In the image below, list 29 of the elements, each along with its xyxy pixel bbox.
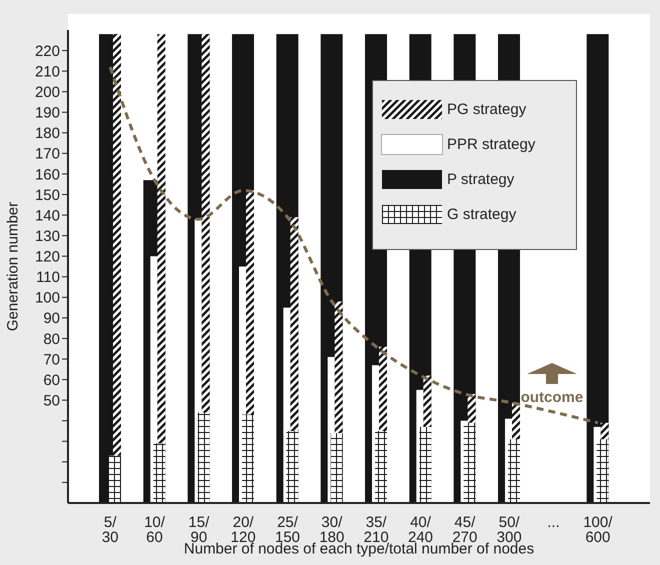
y-tick-label: 50 <box>43 392 60 410</box>
y-tick-label: 210 <box>34 63 60 80</box>
y-tick-label: 140 <box>34 207 60 224</box>
x-tick-label: 10/60 <box>144 514 166 546</box>
legend-label: PG strategy <box>447 101 526 118</box>
x-tick-label: ... <box>547 514 560 531</box>
x-tick-label: 30/180 <box>319 514 344 546</box>
x-tick-label: 100/600 <box>583 514 614 546</box>
y-tick-label: 170 <box>34 146 60 163</box>
y-tick-label: 180 <box>34 125 60 142</box>
y-tick-label: 100 <box>34 290 60 307</box>
x-tick-label: 5/30 <box>102 514 119 546</box>
y-tick-label: 190 <box>34 104 60 122</box>
y-tick-label: 120 <box>34 248 60 266</box>
y-tick-label: 150 <box>34 186 60 204</box>
legend-label: P strategy <box>447 171 514 188</box>
y-tick-label: 80 <box>43 330 60 348</box>
legend-label: PPR strategy <box>447 136 536 153</box>
y-tick-label: 70 <box>43 351 60 368</box>
y-tick-label: 90 <box>43 310 60 328</box>
y-tick-label: 110 <box>36 269 60 286</box>
y-tick-label: 160 <box>34 166 60 184</box>
y-tick-label: 130 <box>34 228 60 245</box>
y-tick-label: 200 <box>34 84 60 102</box>
y-axis-title: Generation number <box>4 202 22 332</box>
annotation: outcome <box>520 389 584 406</box>
y-tick-label: 220 <box>34 42 60 60</box>
y-tick-label: 60 <box>43 372 60 389</box>
legend-label: G strategy <box>447 206 516 223</box>
